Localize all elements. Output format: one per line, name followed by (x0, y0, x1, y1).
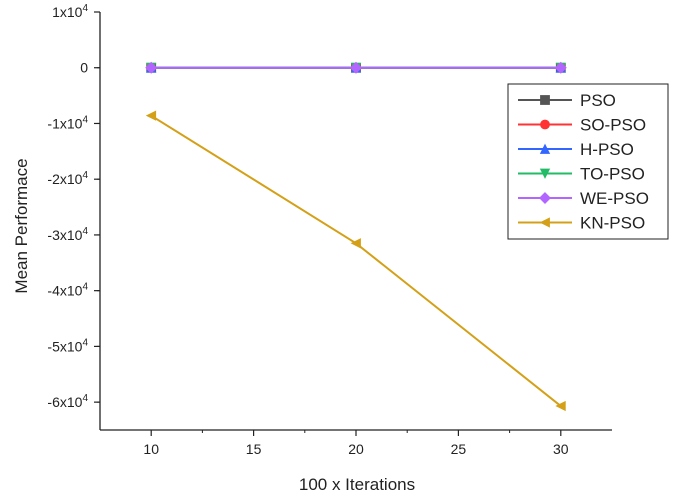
series-line (150, 114, 562, 407)
legend-label: WE-PSO (580, 189, 649, 208)
y-tick-label: -3x104 (47, 226, 88, 243)
legend-item: WE-PSO (518, 189, 649, 208)
x-ticks: 10 15 20 25 30 (143, 430, 569, 457)
y-ticks: 1x104 0 -1x104 -2x104 -3x104 -4x104 -5x104 -6x1… (47, 3, 100, 410)
y-tick-label: 0 (80, 60, 88, 76)
legend: PSO SO-PSO H-PSO TO-PSO WE-PSO KN-PSO (507, 83, 669, 240)
x-axis-title: 100 x Iterations (299, 475, 415, 494)
legend-marker (540, 119, 550, 130)
data-point (145, 61, 158, 74)
series-we-pso (145, 61, 567, 74)
data-point (350, 61, 362, 74)
y-tick-label: -4x104 (47, 282, 88, 299)
legend-marker (539, 192, 551, 204)
y-tick-label: 1x104 (52, 3, 88, 20)
legend-label: H-PSO (580, 140, 634, 159)
series-layer (145, 61, 567, 412)
y-tick-label: -2x104 (47, 170, 88, 187)
legend-item: KN-PSO (518, 214, 645, 233)
y-tick-label: -6x104 (47, 393, 88, 410)
legend-item: PSO (518, 91, 616, 110)
legend-marker (539, 168, 551, 179)
legend-marker (539, 143, 551, 154)
y-tick-label: -5x104 (47, 337, 88, 354)
x-tick-label: 15 (246, 441, 262, 457)
data-point (145, 110, 157, 121)
legend-item: TO-PSO (518, 165, 645, 184)
legend-marker (539, 217, 550, 228)
y-tick-label: -1x104 (47, 114, 88, 131)
legend-label: PSO (580, 91, 616, 110)
legend-item: SO-PSO (518, 116, 646, 135)
x-tick-label: 10 (143, 441, 159, 457)
legend-box (507, 83, 669, 240)
legend-label: SO-PSO (580, 116, 646, 135)
legend-label: KN-PSO (580, 214, 645, 233)
series-kn-pso (145, 110, 566, 412)
data-point (350, 238, 361, 249)
x-tick-label: 25 (451, 441, 467, 457)
data-point (555, 400, 566, 412)
legend-label: TO-PSO (580, 165, 645, 184)
data-point (554, 61, 567, 74)
y-axis-title: Mean Performace (12, 158, 31, 293)
x-tick-label: 20 (348, 441, 364, 457)
x-tick-label: 30 (553, 441, 569, 457)
legend-item: H-PSO (518, 140, 634, 159)
legend-marker (540, 95, 550, 105)
